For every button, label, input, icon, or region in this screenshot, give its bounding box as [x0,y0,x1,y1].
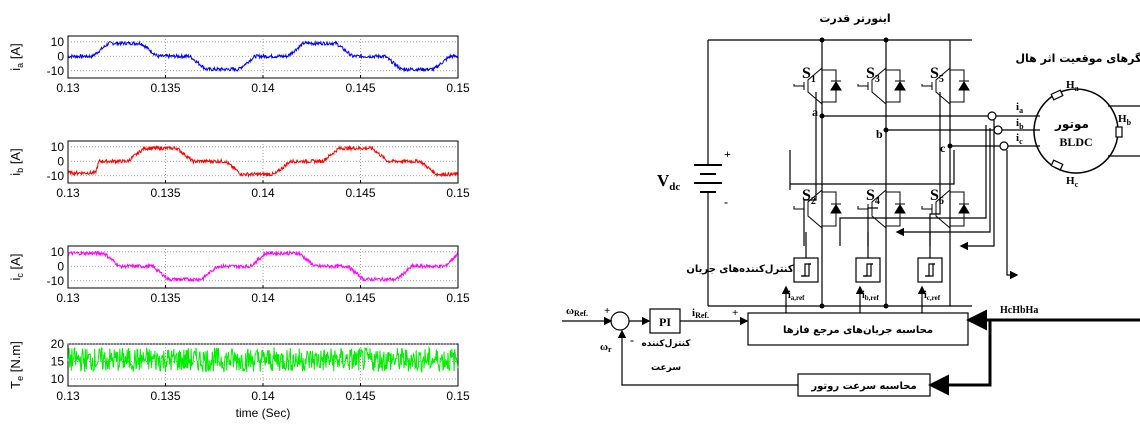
x-tick-label: 0.15 [446,389,470,403]
hall-c-label: Hc [1066,175,1079,189]
y-tick-label: -10 [47,274,65,288]
hall-signals-label: HcHbHa [1000,305,1038,316]
plot-4: 0.13 0.135 0.14 0.145 0.15 10 15 20 Te [N.m] time… [8,337,470,420]
motor-label-en: BLDC [1059,135,1092,149]
x-tick-label: 0.14 [251,291,275,305]
igbt-switch [857,67,906,105]
x-tick-label: 0.145 [345,389,375,403]
ref-current-block-label: محاسبه جریان‌های مرجع فازها [783,325,933,336]
switch-label-1: S1 [802,65,816,85]
switch-label-2: S3 [866,65,880,85]
inverter-title: اینورتر قدرت [819,12,890,25]
x-tick-label: 0.15 [446,186,470,200]
y-tick-label: 0 [57,154,64,168]
y-axis-label: ib [A] [8,148,25,175]
x-tick-label: 0.145 [345,186,375,200]
node-b: b [876,127,883,141]
pi-label: PI [659,315,671,329]
series-line [67,144,459,178]
igbt-switch [793,67,842,105]
y-tick-label: -10 [47,64,65,78]
x-tick-label: 0.135 [150,291,180,305]
x-tick-label: 0.135 [150,389,180,403]
x-tick-label: 0.14 [251,389,275,403]
node-a: a [812,105,818,119]
y-tick-label: 10 [51,140,65,154]
igbt-switch [921,67,970,105]
x-tick-label: 0.135 [150,81,180,95]
x-tick-label: 0.145 [345,81,375,95]
rotor-speed-block-label: محاسبه سرعت روتور [810,381,916,392]
y-axis-label: Te [N.m] [8,341,25,389]
x-tick-label: 0.145 [345,291,375,305]
y-tick-label: 10 [51,245,65,259]
x-tick-label: 0.13 [56,81,80,95]
x-tick-label: 0.13 [56,389,80,403]
series-line [67,250,459,283]
y-tick-label: 0 [57,49,64,63]
y-tick-label: 15 [51,355,65,369]
iaref-label: ia,ref [788,290,805,302]
plus-label: + [724,147,731,161]
summer-minus: - [630,333,634,347]
switch-label-4: S2 [802,187,816,207]
y-tick-label: 10 [51,372,65,386]
switch-label-6: S6 [930,187,944,207]
y-axis-label: ic [A] [8,254,25,281]
x-tick-label: 0.15 [446,81,470,95]
speed-controller-label-2: سرعت [651,363,681,373]
y-tick-label: 20 [51,337,65,351]
x-tick-label: 0.135 [150,186,180,200]
vdc-label: Vdc [657,171,680,193]
x-tick-label: 0.13 [56,291,80,305]
igbt-switch [921,189,970,229]
hall-a-label: Ha [1066,79,1079,93]
summer-plus: + [604,305,610,317]
x-tick-label: 0.14 [251,81,275,95]
current-controllers-title: کنترل‌کننده‌های جریان [686,264,794,275]
iref-label: iRef. [692,307,709,320]
switch-label-3: S5 [930,65,944,85]
speed-controller-label-1: کنترل‌کننده [641,339,691,349]
minus-label: - [724,195,728,209]
series-line [67,39,459,73]
series-line [67,346,459,374]
y-tick-label: -10 [47,169,65,183]
phase-current-label-a: ia [1016,101,1023,115]
switch-label-5: S4 [866,187,880,207]
node-c: c [940,141,946,155]
omega-r-label: ωr [600,341,612,354]
bldc-drive-diagram: اینورتر قدرت حسگرهای موقعیت اثر هال Vdc … [562,12,1140,397]
phase-current-label-c: ic [1016,132,1023,146]
omega-ref-label: ωRef. [566,305,588,318]
y-tick-label: 10 [51,35,65,49]
y-axis-label: ia [A] [8,43,25,70]
iref-plus: + [732,307,738,319]
x-tick-label: 0.14 [251,186,275,200]
igbt-switch [857,189,906,229]
x-tick-label: 0.15 [446,291,470,305]
y-tick-label: 0 [57,259,64,273]
ibref-label: ib,ref [862,290,880,302]
phase-current-label-b: ib [1016,117,1024,131]
x-axis-label: time (Sec) [236,406,291,420]
x-tick-label: 0.13 [56,186,80,200]
icref-label: ic,ref [924,290,941,302]
hall-b-label: Hb [1118,113,1132,127]
motor-label-fa: موتور [1054,117,1089,132]
hall-sensors-title: حسگرهای موقعیت اثر هال [1016,52,1140,65]
